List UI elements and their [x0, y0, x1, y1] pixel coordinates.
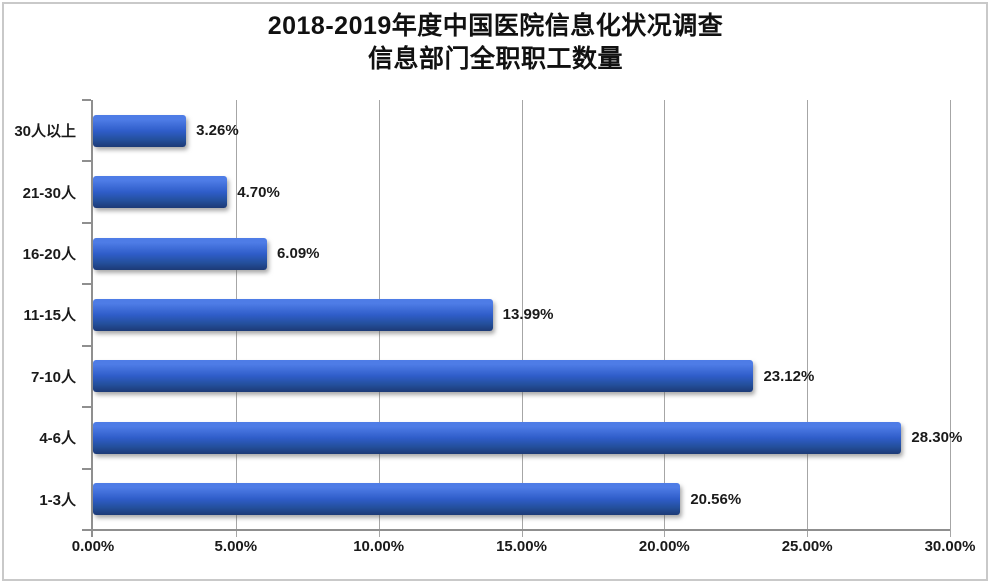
bar — [93, 360, 754, 393]
x-tick-label: 15.00% — [496, 538, 547, 555]
bar-row: 4.70% — [93, 161, 950, 222]
y-axis-tick — [82, 406, 91, 409]
y-axis-tick — [82, 99, 91, 101]
bar-row: 20.56% — [93, 469, 950, 530]
x-tick-label: 10.00% — [353, 538, 405, 555]
x-tick-label: 25.00% — [781, 538, 833, 555]
bar-row: 23.12% — [93, 346, 950, 407]
x-tick-label: 5.00% — [214, 538, 258, 555]
category-label: 1-3人 — [39, 491, 76, 509]
y-axis-tick — [82, 529, 91, 531]
chart-title: 2018-2019年度中国医院信息化状况调查 — [267, 12, 724, 40]
bar-value-label: 20.56% — [690, 490, 742, 508]
gridline — [664, 100, 666, 537]
category-label: 30人以上 — [14, 123, 76, 141]
bar-value-label: 23.12% — [763, 367, 815, 385]
category-label: 4-6人 — [39, 430, 76, 448]
bar-value-label: 13.99% — [502, 306, 554, 324]
value-axis-labels: 0.00% 5.00% 10.00% 15.00% 20.00% 25.00% 30.00% — [72, 538, 976, 562]
bar — [93, 421, 902, 454]
bar — [93, 176, 228, 209]
bar — [93, 114, 187, 147]
y-axis-tick — [82, 160, 91, 163]
bar-value-label: 3.26% — [196, 122, 239, 140]
category-label: 21-30人 — [22, 184, 76, 202]
y-axis-tick — [82, 467, 91, 470]
y-axis-tick — [82, 221, 91, 224]
y-axis-tick — [82, 283, 91, 286]
chart-subtitle: 信息部门全职职工数量 — [367, 45, 623, 73]
x-tick-label: 30.00% — [924, 538, 976, 555]
category-label: 7-10人 — [30, 368, 76, 386]
x-tick-label: 20.00% — [638, 538, 690, 555]
bar — [93, 483, 681, 516]
chart-title-block: 2018-2019年度中国医院信息化状况调查 信息部门全职职工数量 — [0, 10, 991, 76]
y-axis-line — [91, 100, 93, 537]
bar — [93, 237, 267, 270]
gridline — [807, 100, 809, 537]
x-tick-label: 0.00% — [71, 538, 115, 555]
bar-row: 13.99% — [93, 284, 950, 345]
bar-value-label: 28.30% — [911, 429, 963, 447]
category-label: 16-20人 — [22, 246, 76, 264]
bar-row: 28.30% — [93, 407, 962, 468]
plot-area: 3.26% 4.70% 6.09% 13.99% 23.12% 28.30% 20.56% — [82, 99, 962, 537]
bar-row: 6.09% — [93, 223, 950, 284]
bar-value-label: 4.70% — [237, 183, 280, 201]
category-label: 11-15人 — [23, 307, 76, 325]
bar-row: 3.26% — [93, 100, 950, 161]
x-axis-line — [91, 529, 950, 531]
category-axis-labels: 30人以上 21-30人 16-20人 11-15人 7-10人 4-6人 1-3人 — [4, 100, 76, 530]
bar — [93, 298, 493, 331]
gridline — [521, 100, 523, 537]
bar-value-label: 6.09% — [276, 245, 320, 263]
gridline — [950, 100, 951, 537]
y-axis-tick — [82, 344, 91, 347]
